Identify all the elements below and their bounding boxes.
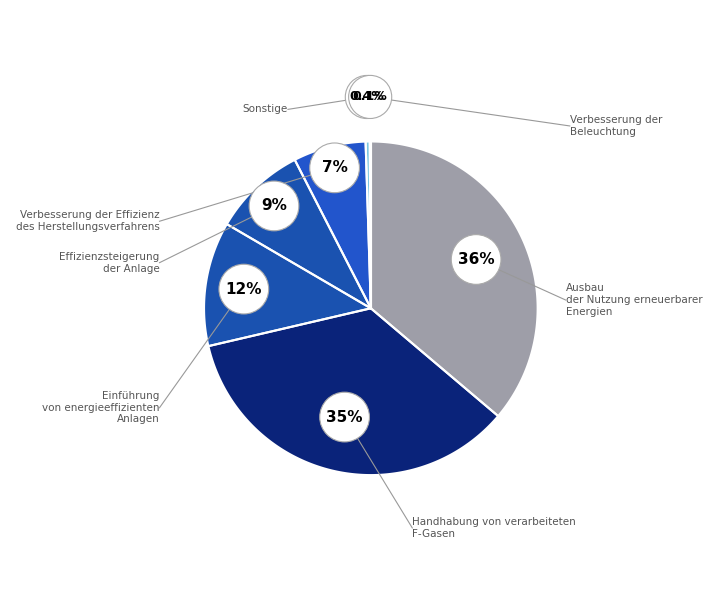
Text: Einführung
von energieeffizienten
Anlagen: Einführung von energieeffizienten Anlage… <box>42 391 160 424</box>
Text: 9%: 9% <box>261 199 287 214</box>
Polygon shape <box>210 308 498 474</box>
Text: Verbesserung der Effizienz
des Herstellungsverfahrens: Verbesserung der Effizienz des Herstellu… <box>16 211 160 232</box>
Circle shape <box>451 235 501 284</box>
Text: 0.1%: 0.1% <box>353 91 387 103</box>
Text: Handhabung von verarbeiteten
F-Gasen: Handhabung von verarbeiteten F-Gasen <box>413 517 576 539</box>
Text: Effizienzsteigerung
der Anlage: Effizienzsteigerung der Anlage <box>59 252 160 274</box>
Text: 7%: 7% <box>322 160 348 175</box>
Polygon shape <box>228 161 371 308</box>
Circle shape <box>346 76 388 119</box>
Text: Sonstige: Sonstige <box>243 104 288 115</box>
Circle shape <box>320 392 369 442</box>
Circle shape <box>219 264 269 314</box>
Text: Verbesserung der
Beleuchtung: Verbesserung der Beleuchtung <box>570 115 662 137</box>
Text: 12%: 12% <box>225 281 262 296</box>
Text: 0.4%: 0.4% <box>349 91 384 103</box>
Circle shape <box>348 76 392 118</box>
Text: Ausbau
der Nutzung erneuerbarer
Energien: Ausbau der Nutzung erneuerbarer Energien <box>566 283 702 317</box>
Text: 35%: 35% <box>326 410 363 425</box>
Polygon shape <box>366 143 371 308</box>
Polygon shape <box>205 224 371 346</box>
Polygon shape <box>370 143 371 308</box>
Text: 36%: 36% <box>458 252 495 267</box>
Circle shape <box>310 143 359 193</box>
Polygon shape <box>295 143 371 308</box>
Polygon shape <box>371 143 536 415</box>
Circle shape <box>249 181 299 231</box>
